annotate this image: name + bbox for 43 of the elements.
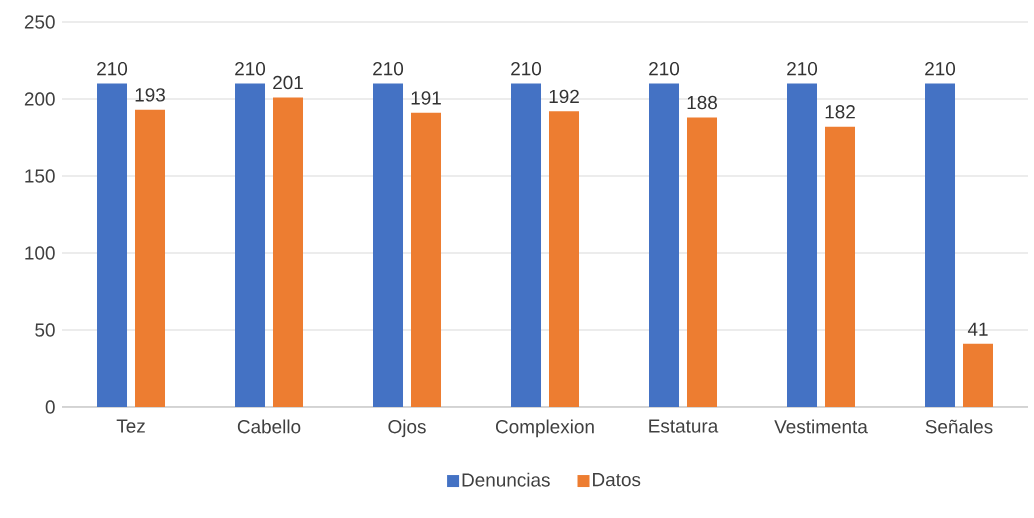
x-tick-label: Complexion bbox=[495, 419, 594, 438]
data-label: 210 bbox=[649, 61, 680, 76]
legend-label: Datos bbox=[593, 473, 641, 487]
data-label: 210 bbox=[373, 61, 404, 76]
data-label: 210 bbox=[925, 61, 956, 76]
bar bbox=[411, 112, 442, 407]
y-tick-label: 200 bbox=[24, 92, 55, 106]
bar bbox=[273, 97, 304, 407]
y-tick-label: 250 bbox=[24, 15, 55, 29]
y-tick-label: 50 bbox=[35, 323, 55, 337]
bar bbox=[825, 126, 856, 407]
bar bbox=[787, 83, 818, 407]
data-label: 192 bbox=[549, 89, 579, 104]
data-label: 210 bbox=[511, 61, 542, 76]
data-label: 182 bbox=[825, 105, 855, 119]
data-label: 191 bbox=[411, 91, 441, 105]
legend-label: Denuncias bbox=[462, 472, 550, 487]
bar bbox=[963, 343, 993, 407]
bar bbox=[925, 83, 955, 407]
data-label: 188 bbox=[687, 95, 717, 110]
bar bbox=[235, 83, 266, 407]
data-label: 210 bbox=[235, 61, 266, 76]
bar bbox=[511, 83, 541, 407]
data-label: 210 bbox=[787, 61, 818, 76]
bar bbox=[135, 109, 166, 407]
y-tick-label: 100 bbox=[25, 246, 55, 260]
x-tick-label: Vestimenta bbox=[774, 419, 868, 434]
x-tick-label: Tez bbox=[116, 419, 145, 433]
data-label: 193 bbox=[135, 88, 165, 102]
bar bbox=[549, 111, 580, 407]
x-tick-label: Señales bbox=[925, 419, 993, 434]
data-label: 41 bbox=[967, 322, 988, 336]
bar bbox=[373, 83, 404, 407]
bar bbox=[649, 83, 680, 407]
y-tick-label: 150 bbox=[25, 169, 55, 183]
data-label: 201 bbox=[273, 75, 303, 90]
y-tick-label: 0 bbox=[45, 400, 55, 414]
data-label: 210 bbox=[97, 61, 128, 76]
bar bbox=[97, 83, 128, 407]
bar bbox=[687, 117, 718, 407]
x-tick-label: Estatura bbox=[649, 419, 719, 433]
x-tick-label: Ojos bbox=[388, 419, 426, 438]
x-tick-label: Cabello bbox=[237, 419, 301, 434]
